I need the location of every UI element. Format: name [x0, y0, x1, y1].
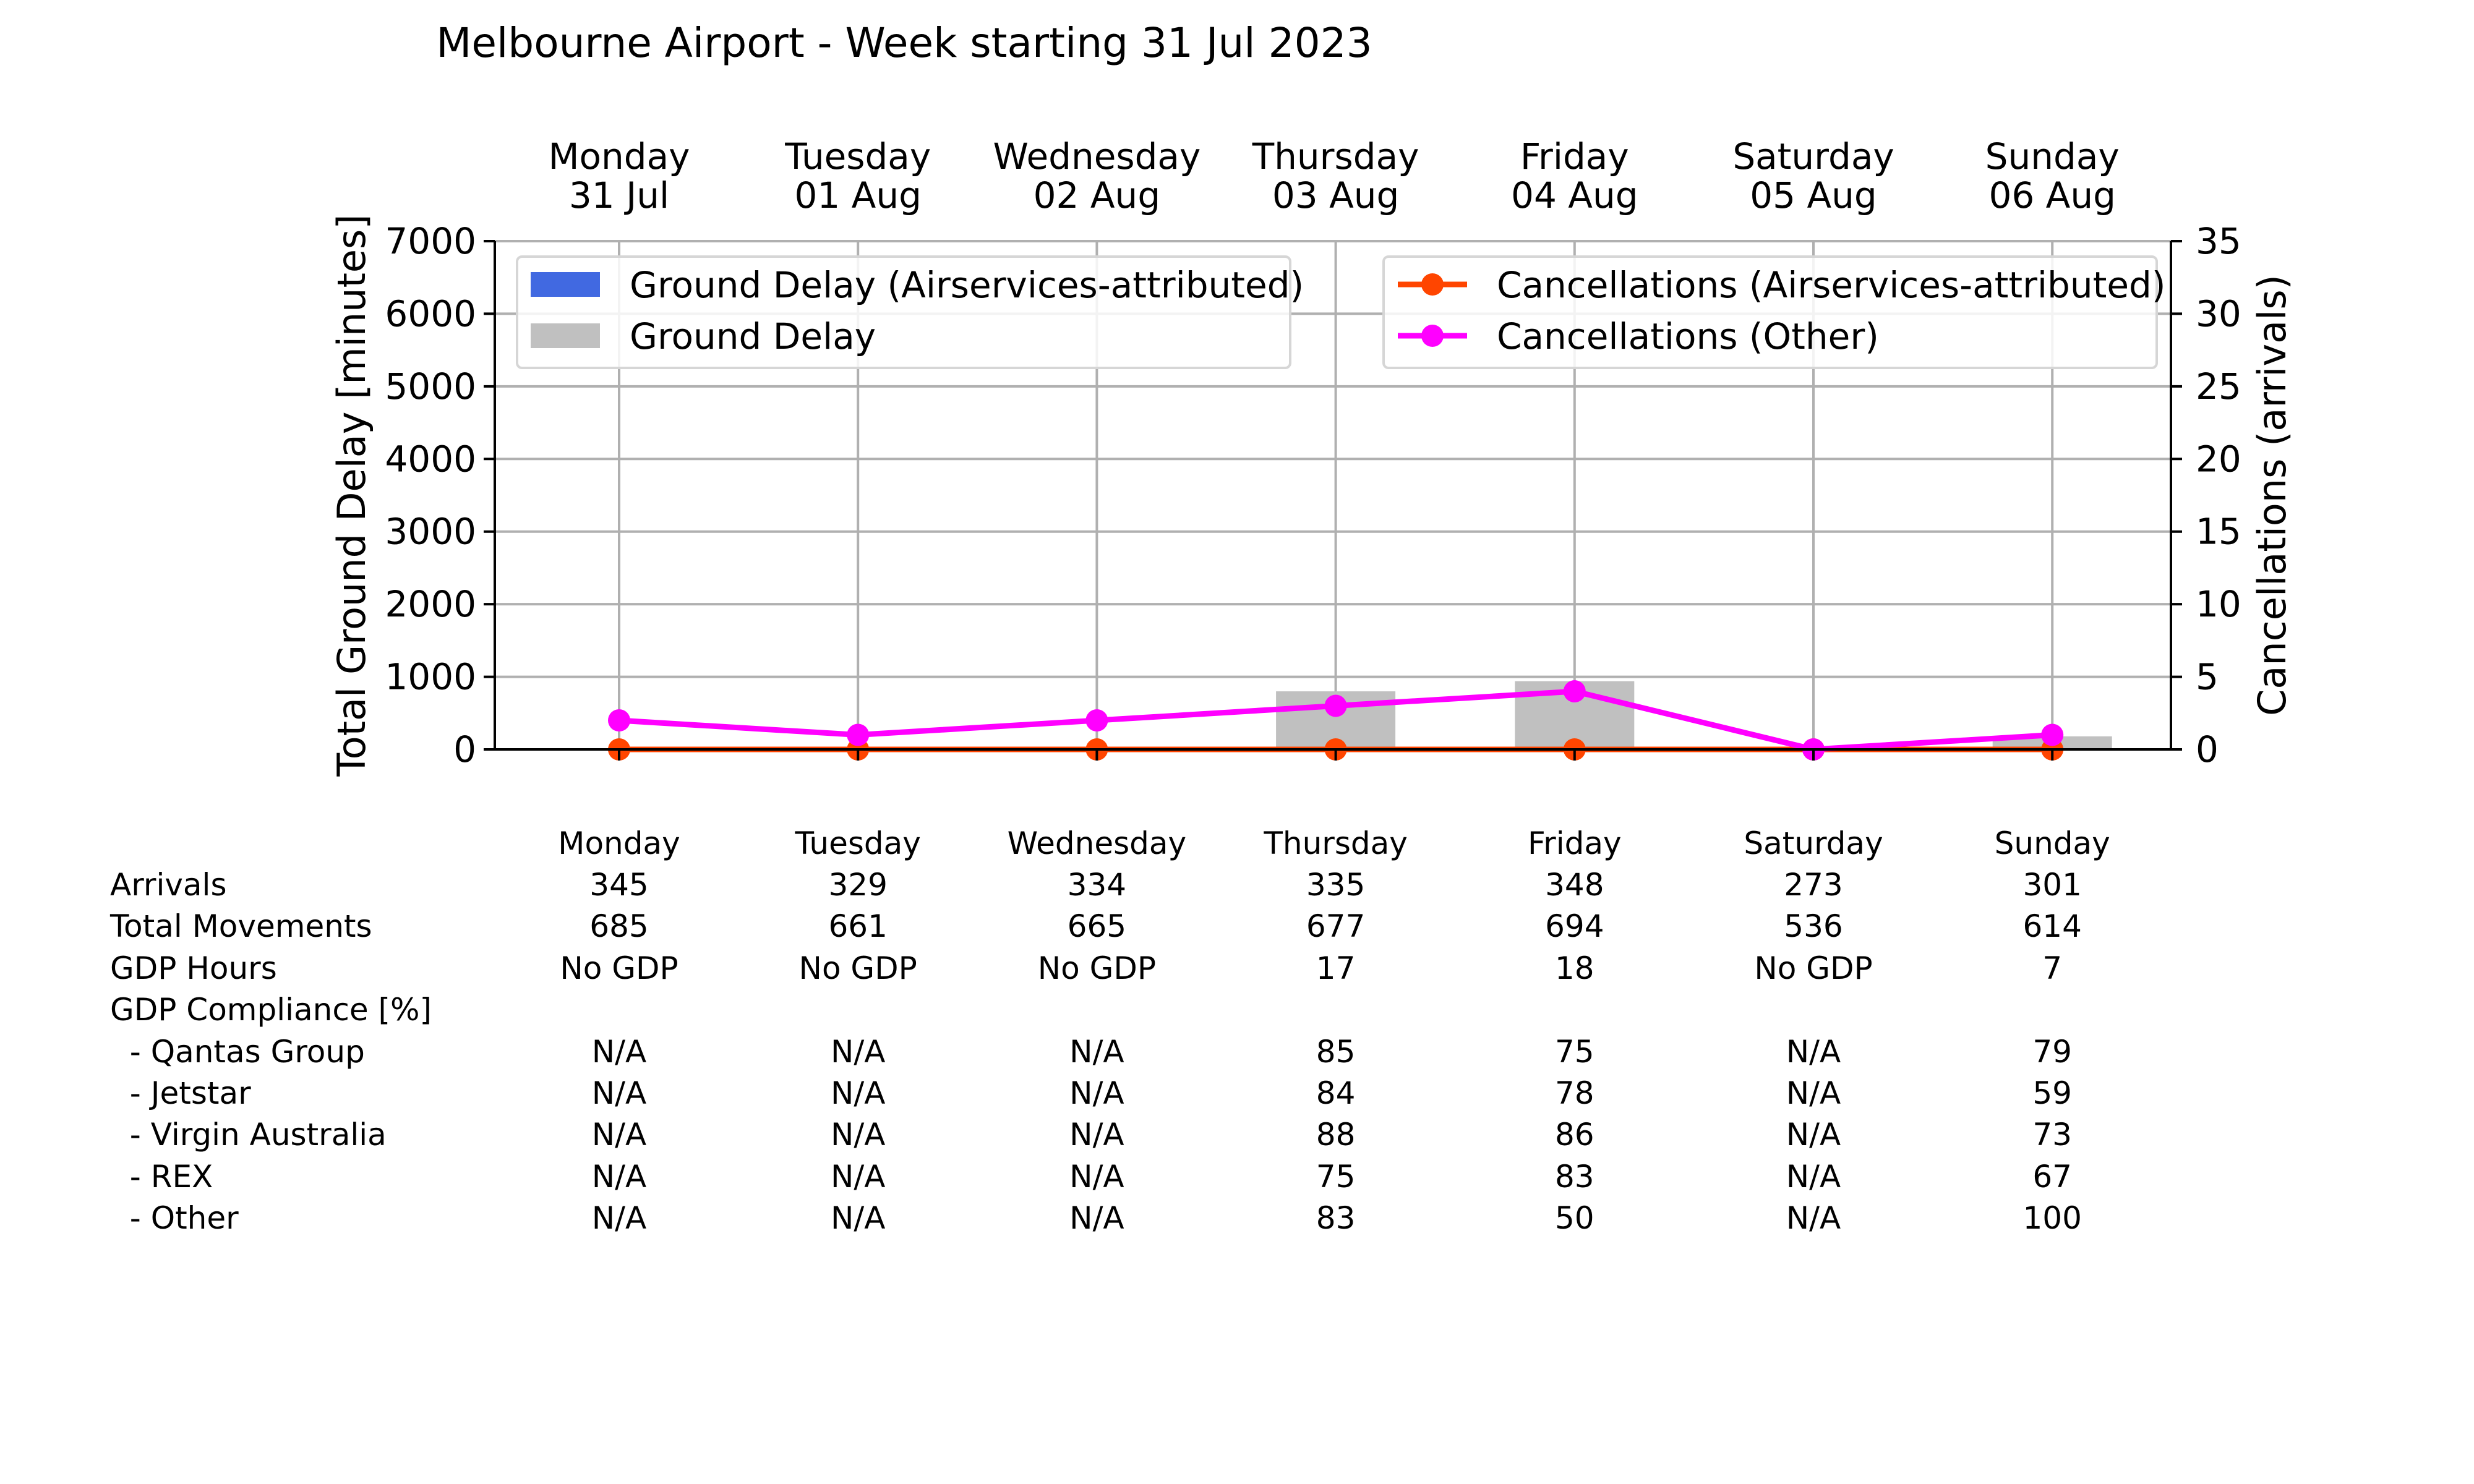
- point-cancellations-other: [608, 709, 630, 732]
- legend-label: Cancellations (Other): [1497, 315, 1879, 357]
- y-left-tick-label: 0: [453, 728, 476, 770]
- x-top-label-date: 02 Aug: [1034, 174, 1161, 216]
- point-cancellations-other: [1324, 694, 1347, 717]
- x-top-label-date: 04 Aug: [1511, 174, 1638, 216]
- y-left-tick-label: 1000: [385, 656, 476, 698]
- x-top-label-day: Friday: [1520, 135, 1629, 177]
- point-cancellations-other: [2041, 723, 2064, 746]
- y-left-tick-label: 2000: [385, 583, 476, 625]
- y-left-axis-title: Total Ground Delay [minutes]: [329, 214, 374, 777]
- x-top-label-day: Thursday: [1252, 135, 1419, 177]
- legend-marker: [1421, 273, 1444, 296]
- legend-swatch: [531, 272, 600, 297]
- point-cancellations-other: [847, 723, 870, 746]
- x-top-label-day: Tuesday: [784, 135, 931, 177]
- y-left-tick-label: 3000: [385, 511, 476, 553]
- y-left-tick-label: 6000: [385, 292, 476, 335]
- y-right-tick-label: 0: [2196, 728, 2219, 770]
- y-right-tick-label: 20: [2196, 438, 2241, 480]
- y-left-tick-label: 5000: [385, 365, 476, 407]
- x-top-label-date: 31 Jul: [569, 174, 669, 216]
- y-right-tick-label: 30: [2196, 292, 2241, 335]
- legend-label: Ground Delay (Airservices-attributed): [630, 264, 1304, 306]
- x-top-label-day: Monday: [549, 135, 690, 177]
- x-top-label-date: 01 Aug: [794, 174, 922, 216]
- legend-swatch: [531, 323, 600, 348]
- legend-left: [516, 255, 1291, 369]
- y-right-tick-label: 5: [2196, 656, 2219, 698]
- y-left-tick-label: 4000: [385, 438, 476, 480]
- legend-right: [1382, 255, 2158, 369]
- legend-marker: [1421, 325, 1444, 347]
- x-top-label-date: 06 Aug: [1988, 174, 2116, 216]
- x-top-label-day: Saturday: [1732, 135, 1894, 177]
- axes: 0 1000 2000 3000 4000 5000 6000 7000 0 5 10 15 20 25 3…: [329, 135, 2295, 777]
- x-top-label-day: Wednesday: [993, 135, 1201, 177]
- legends: Ground Delay (Airservices-attributed) Gro…: [516, 255, 2166, 369]
- y-right-tick-label: 25: [2196, 365, 2241, 407]
- y-right-tick-label: 15: [2196, 511, 2241, 553]
- legend-label: Ground Delay: [630, 315, 876, 357]
- y-right-tick-label: 10: [2196, 583, 2241, 625]
- x-top-label-date: 03 Aug: [1272, 174, 1400, 216]
- y-right-tick-label: 35: [2196, 220, 2241, 262]
- legend-label: Cancellations (Airservices-attributed): [1497, 264, 2166, 306]
- x-top-label-date: 05 Aug: [1750, 174, 1877, 216]
- point-cancellations-other: [1563, 680, 1586, 703]
- y-right-axis-title: Cancellations (arrivals): [2249, 275, 2295, 716]
- x-top-label-day: Sunday: [1985, 135, 2120, 177]
- point-cancellations-other: [1085, 709, 1108, 732]
- chart-title: Melbourne Airport - Week starting 31 Jul…: [436, 19, 1372, 67]
- y-left-tick-label: 7000: [385, 220, 476, 262]
